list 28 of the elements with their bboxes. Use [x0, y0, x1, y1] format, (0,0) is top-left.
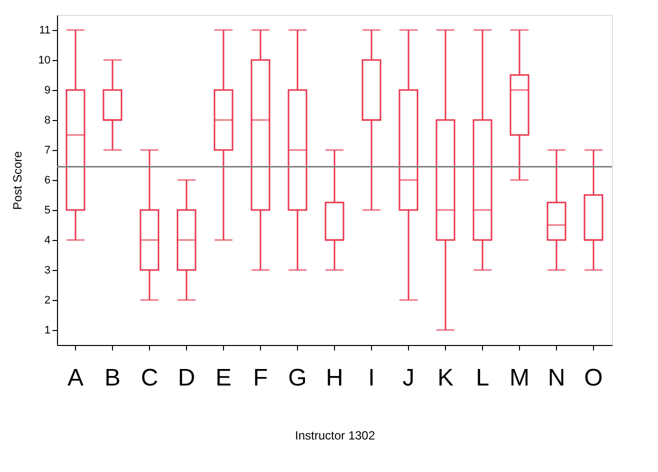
- x-tick-label: D: [178, 364, 196, 392]
- x-axis-title: Instructor 1302: [294, 428, 376, 442]
- x-tick-label: M: [510, 364, 530, 392]
- x-tick-label: A: [67, 364, 84, 392]
- x-tick-label: E: [215, 364, 232, 392]
- y-tick-label: 5: [44, 204, 50, 216]
- x-tick-label: L: [476, 364, 490, 392]
- x-tick-label: B: [104, 364, 121, 392]
- x-tick-label: H: [326, 364, 344, 392]
- y-tick-label: 10: [38, 54, 50, 66]
- x-tick-label: N: [548, 364, 566, 392]
- x-tick-label: O: [584, 364, 603, 392]
- y-tick-label: 11: [39, 24, 50, 36]
- y-tick-label: 6: [44, 174, 50, 186]
- y-tick-label: 2: [44, 294, 50, 306]
- x-tick-label: G: [288, 364, 307, 392]
- x-tick-label: C: [140, 364, 158, 392]
- x-tick-label: F: [253, 364, 268, 392]
- y-tick-label: 7: [44, 144, 50, 156]
- y-tick-label: 9: [44, 84, 50, 96]
- y-tick-label: 1: [44, 324, 50, 336]
- y-tick-label: 8: [44, 114, 50, 126]
- y-tick-label: 3: [44, 264, 50, 276]
- y-tick-label: 4: [44, 234, 50, 246]
- x-tick-label: J: [402, 364, 414, 392]
- x-tick-label: K: [437, 364, 454, 392]
- x-tick-label: I: [368, 364, 375, 392]
- y-axis-title: Post Score: [10, 150, 24, 210]
